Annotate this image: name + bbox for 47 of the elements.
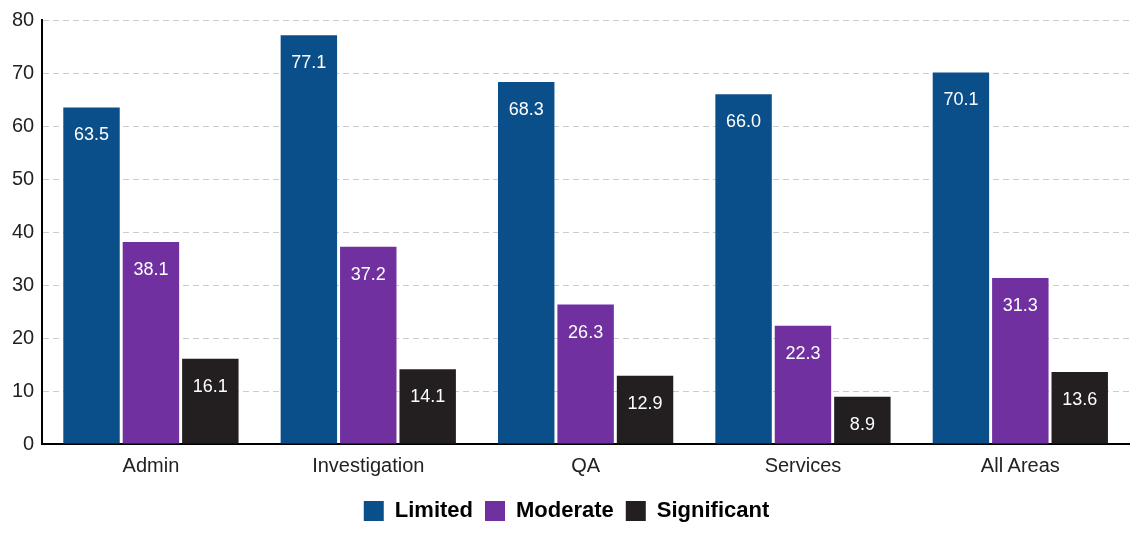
bar <box>557 304 614 444</box>
y-tick-label: 70 <box>12 60 35 83</box>
data-label: 63.5 <box>73 124 110 145</box>
data-label: 70.1 <box>943 89 979 110</box>
data-label: 68.3 <box>508 98 544 119</box>
data-label: 26.3 <box>568 321 604 342</box>
bar <box>616 375 674 444</box>
y-tick-label: 80 <box>12 7 35 30</box>
bar <box>280 35 338 444</box>
data-label: 77.1 <box>291 52 327 73</box>
data-label: 38.1 <box>133 259 169 280</box>
bar <box>715 94 772 444</box>
bar <box>63 107 120 444</box>
y-tick-label: 30 <box>12 272 35 295</box>
data-label: 16.1 <box>192 375 228 396</box>
legend-label: Limited <box>394 497 473 523</box>
bar <box>122 242 180 444</box>
bar <box>834 396 891 444</box>
bar <box>182 358 239 444</box>
y-tick-label: 0 <box>23 431 35 454</box>
bar <box>399 369 456 444</box>
x-tick-label: Services <box>764 453 842 476</box>
bar <box>992 278 1049 444</box>
x-tick-label: QA <box>571 453 601 476</box>
bar <box>1051 371 1108 444</box>
legend-label: Significant <box>656 497 770 523</box>
y-tick-label: 40 <box>12 219 35 242</box>
data-label: 66.0 <box>726 111 762 132</box>
bar <box>932 72 990 444</box>
y-tick-label: 60 <box>12 113 35 136</box>
data-label: 37.2 <box>350 263 386 284</box>
x-tick-label: Admin <box>122 453 180 476</box>
bar <box>774 325 832 444</box>
legend-label: Moderate <box>515 497 614 523</box>
x-tick-label: All Areas <box>980 453 1060 476</box>
data-label: 14.1 <box>410 386 446 407</box>
data-label: 22.3 <box>785 342 821 363</box>
data-label: 12.9 <box>627 392 663 413</box>
bar <box>497 82 555 444</box>
bar <box>340 246 397 444</box>
y-tick-label: 50 <box>12 166 35 189</box>
data-label: 13.6 <box>1062 388 1098 409</box>
y-tick-label: 10 <box>12 378 35 401</box>
data-label: 8.9 <box>849 413 875 434</box>
x-tick-label: Investigation <box>312 453 425 476</box>
y-tick-label: 20 <box>12 325 35 348</box>
data-label: 31.3 <box>1002 295 1038 316</box>
